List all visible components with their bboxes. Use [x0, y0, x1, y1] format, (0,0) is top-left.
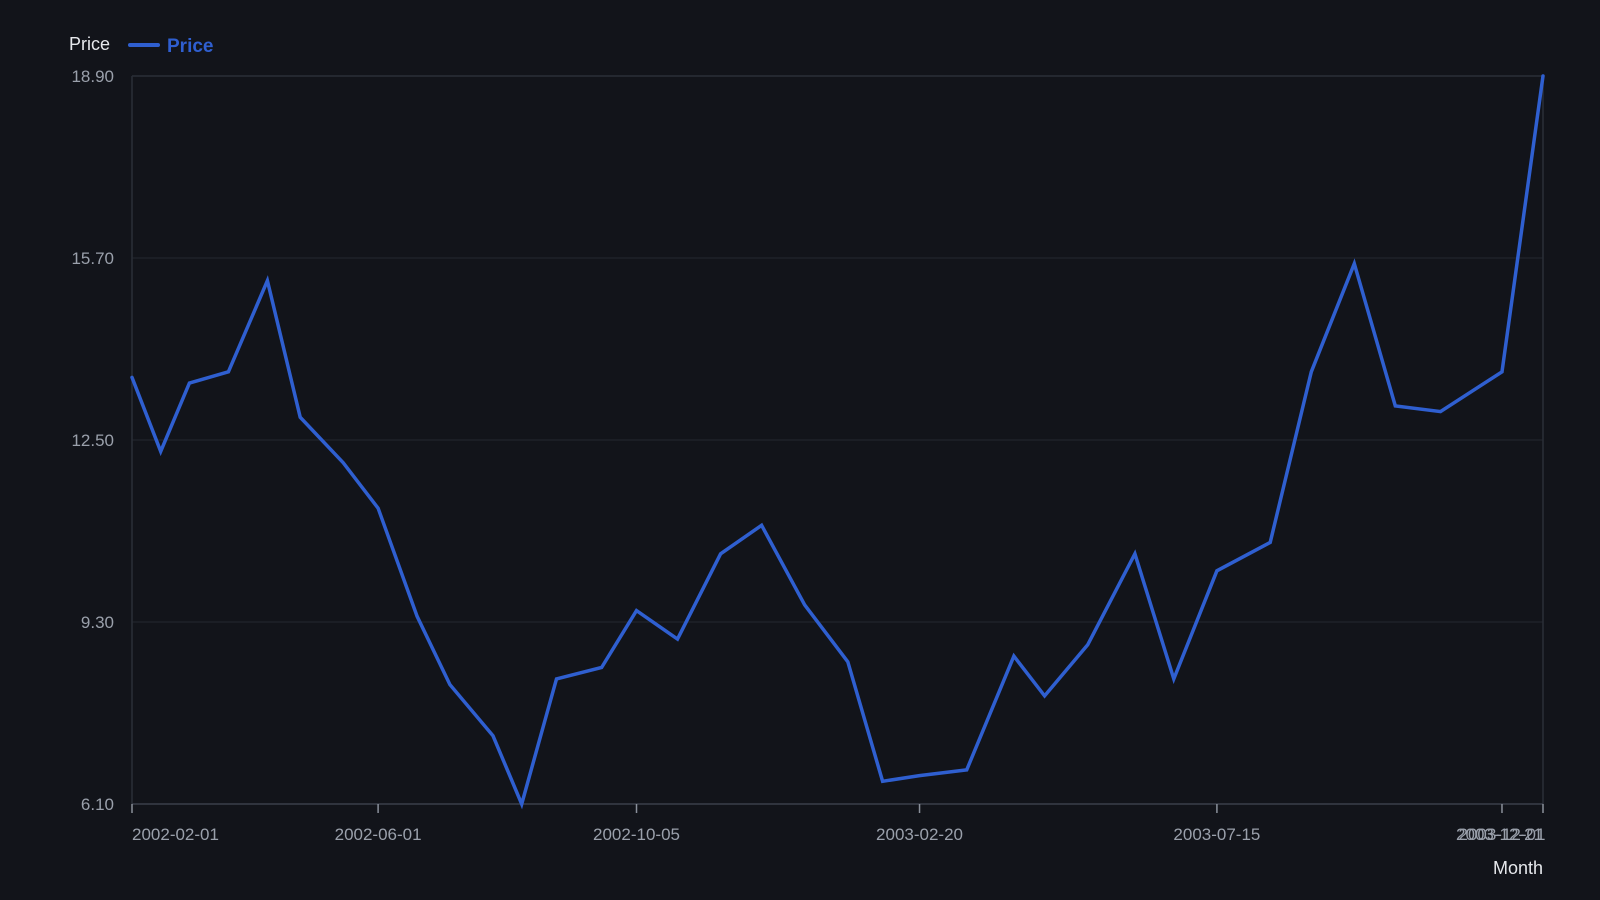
series-line-price[interactable] — [130, 74, 1545, 810]
legend[interactable]: Price — [128, 36, 213, 57]
y-tick-label: 18.90 — [71, 67, 114, 86]
gridlines — [132, 75, 1543, 805]
y-tick-label: 12.50 — [71, 431, 114, 450]
series-layer — [130, 74, 1545, 810]
x-tick-label: 2002-10-05 — [593, 825, 680, 844]
y-tick-label: 6.10 — [81, 795, 114, 814]
x-tick-label: 2003-02-20 — [876, 825, 963, 844]
x-tick-label: 2003-12-01 — [1458, 825, 1545, 844]
x-tick-label: 2003-12-21 — [1456, 825, 1543, 844]
x-tick-label: 2002-06-01 — [335, 825, 422, 844]
y-tick-label: 9.30 — [81, 613, 114, 632]
axes — [131, 75, 1544, 813]
x-tick-label: 2003-07-15 — [1173, 825, 1260, 844]
tick-labels: 6.10 9.30 12.50 15.70 18.90 2002-02-01 2002-06… — [71, 67, 1545, 844]
x-tick-label: 2002-02-01 — [132, 825, 219, 844]
x-axis-title: Month — [1493, 858, 1543, 878]
y-tick-label: 15.70 — [71, 249, 114, 268]
y-axis-title: Price — [69, 34, 110, 54]
legend-label-price: Price — [167, 36, 213, 57]
